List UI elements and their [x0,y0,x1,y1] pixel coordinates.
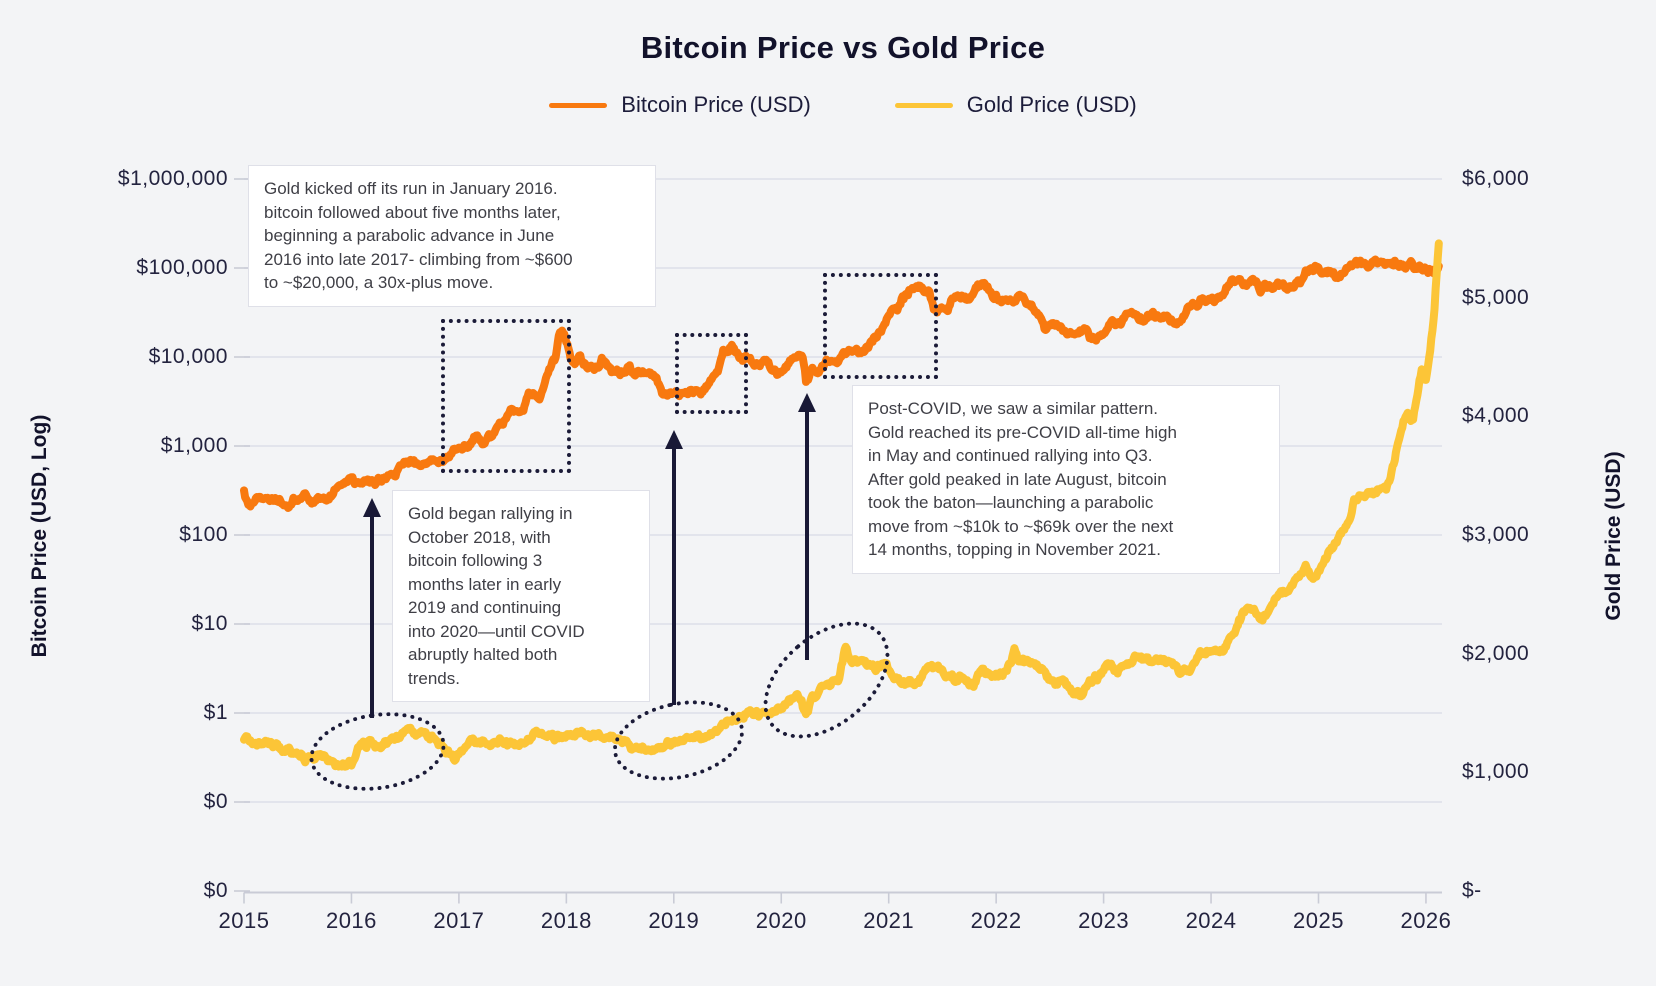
annotation-note-post-covid: Post-COVID, we saw a similar pattern. Go… [852,385,1280,574]
left-axis-tick-label: $1,000,000 [117,167,228,190]
x-axis-tick-label: 2023 [1078,908,1130,933]
x-axis-tick-label: 2021 [863,908,915,933]
up-arrow-icon-2016 [362,498,382,718]
left-axis-tick-label: $100 [179,523,228,546]
arrowhead-icon [798,393,816,412]
x-axis-tick-label: 2020 [755,908,807,933]
arrow-stem [370,517,374,718]
arrowhead-icon [363,498,381,517]
highlight-rect-bitcoin-2020-2021-run [823,273,938,379]
x-axis-tick-label: 2018 [540,908,592,933]
chart-legend: Bitcoin Price (USD) Gold Price (USD) [244,92,1442,118]
x-axis-tick-label: 2026 [1400,908,1452,933]
arrowhead-icon [665,430,683,449]
bitcoin-legend-swatch-icon [549,102,608,108]
left-axis-title: Bitcoin Price (USD, Log) [28,414,51,658]
right-axis-tick-label: $1,000 [1462,760,1530,784]
arrow-stem [672,449,676,705]
left-axis-tick-label: $10,000 [148,345,228,368]
right-axis-tick-label: $5,000 [1462,285,1530,309]
x-axis-tick-label: 2019 [648,908,700,933]
right-axis-tick-label: $3,000 [1462,523,1530,546]
up-arrow-icon-2020 [797,393,817,660]
left-axis-tick-label: $100,000 [136,256,228,279]
x-axis-tick-label: 2017 [433,908,485,933]
left-axis-tick-label: $10 [191,612,228,635]
right-axis-tick-label: $6,000 [1462,167,1530,190]
left-axis-tick-label: $0 [203,879,228,902]
left-axis-tick-label: $1,000 [160,434,228,457]
x-axis-tick-label: 2015 [218,908,270,933]
right-axis-tick-label: $4,000 [1462,404,1530,428]
x-axis-tick-label: 2024 [1185,908,1237,933]
annotation-note-2016-run: Gold kicked off its run in January 2016.… [248,165,656,307]
legend-item-gold[interactable]: Gold Price (USD) [894,92,1137,118]
left-axis-tick-label: $0 [203,790,228,813]
arrow-stem [805,412,809,660]
right-axis-tick-label: $2,000 [1462,641,1530,665]
gold-legend-swatch-icon [894,102,953,108]
bitcoin-legend-label: Bitcoin Price (USD) [621,92,811,117]
legend-item-bitcoin[interactable]: Bitcoin Price (USD) [549,92,811,118]
left-axis-tick-label: $1 [203,701,228,724]
x-axis-tick-label: 2022 [970,908,1022,933]
gold-legend-label: Gold Price (USD) [966,92,1137,117]
gold-price-line [240,239,1443,771]
x-axis-tick-label: 2025 [1293,908,1344,933]
highlight-rect-bitcoin-2016-2017-run [441,319,571,473]
highlight-rect-bitcoin-2019-rally [675,333,748,414]
annotation-note-2018-rally: Gold began rallying in October 2018, wit… [392,490,650,702]
up-arrow-icon-2019 [664,430,684,705]
chart-title: Bitcoin Price vs Gold Price [640,30,1046,65]
right-axis-title: Gold Price (USD) [1602,451,1625,621]
right-axis-tick-label: $- [1462,879,1482,902]
x-axis-tick-label: 2016 [325,908,377,933]
